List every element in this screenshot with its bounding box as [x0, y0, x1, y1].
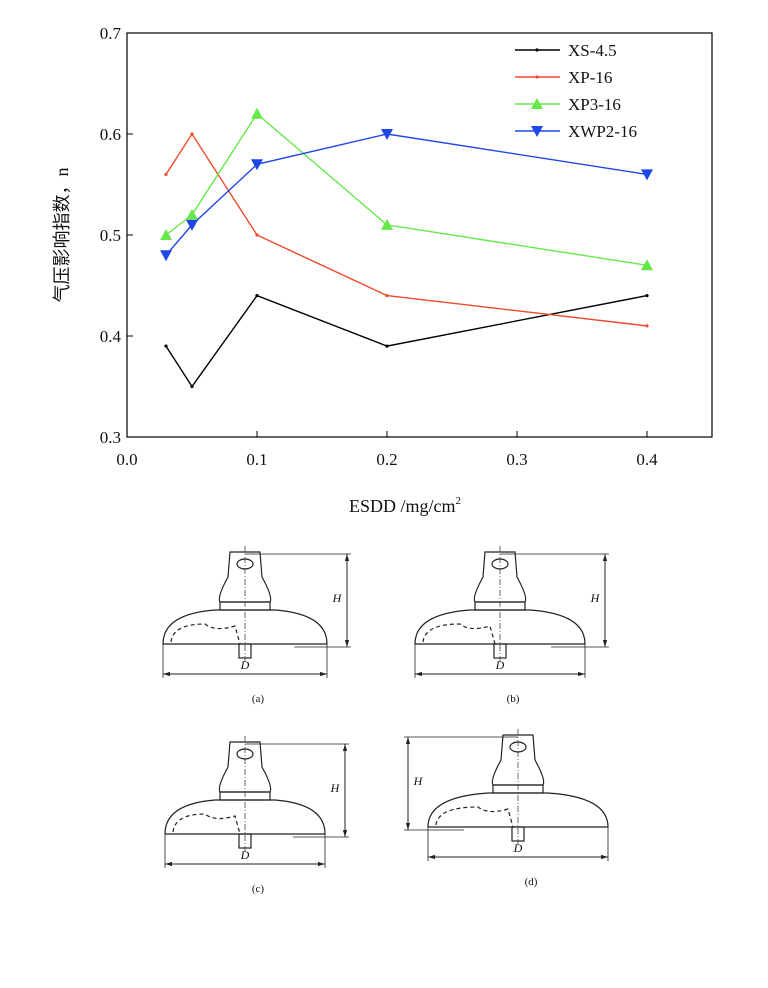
height-label: H	[332, 591, 343, 605]
marker	[251, 159, 263, 171]
panel-label: (c)	[252, 883, 265, 895]
marker	[190, 384, 194, 389]
x-tick-label: 0.0	[116, 450, 137, 469]
marker	[531, 98, 543, 109]
height-label: H	[330, 781, 341, 795]
insulator-shed	[162, 609, 328, 645]
insulator-ribs	[172, 813, 241, 835]
panel-label: (b)	[507, 693, 520, 705]
y-tick-label: 0.4	[100, 327, 122, 346]
series-line	[165, 133, 648, 256]
marker	[186, 208, 198, 220]
marker	[385, 294, 389, 298]
y-tick-label: 0.3	[100, 428, 121, 447]
x-axis-label-text: ESDD /mg/cm	[349, 496, 456, 516]
marker	[255, 233, 259, 237]
insulator-shed	[427, 792, 609, 828]
marker	[641, 169, 653, 181]
insulator-shed	[164, 799, 326, 835]
marker	[645, 294, 649, 298]
legend-label: XWP2-16	[568, 122, 637, 141]
plot-frame	[126, 32, 713, 438]
y-tick-label: 0.5	[100, 226, 121, 245]
panel-label: (a)	[252, 693, 265, 705]
y-axis-label: 气压影响指数，n	[52, 168, 72, 303]
x-tick-label: 0.4	[636, 450, 658, 469]
marker	[535, 75, 539, 79]
legend-label: XS-4.5	[568, 41, 617, 60]
x-tick-label: 0.1	[246, 450, 267, 469]
x-tick-label: 0.2	[376, 450, 397, 469]
y-tick-label: 0.6	[100, 125, 121, 144]
marker	[641, 259, 653, 271]
marker	[531, 126, 543, 137]
marker	[160, 229, 172, 240]
panel-label: (d)	[525, 876, 538, 888]
marker	[535, 48, 539, 52]
x-axis-label-sup: 2	[456, 495, 462, 507]
marker	[160, 250, 172, 262]
height-label: H	[590, 591, 601, 605]
legend-label: XP3-16	[568, 95, 621, 114]
height-label: H	[413, 774, 424, 788]
marker	[385, 344, 389, 348]
marker	[164, 344, 168, 348]
marker	[186, 219, 198, 231]
marker	[251, 107, 263, 119]
x-tick-label: 0.3	[506, 450, 527, 469]
marker	[381, 218, 393, 230]
diameter-label: D	[240, 658, 250, 672]
diameter-label: D	[513, 841, 523, 855]
marker	[645, 324, 649, 328]
diameter-label: D	[495, 658, 505, 672]
x-axis-label: ESDD /mg/cm2	[349, 495, 461, 516]
insulator-ribs	[435, 806, 514, 828]
marker	[190, 132, 194, 136]
marker	[381, 129, 393, 140]
insulator-shed	[414, 609, 586, 645]
series-line	[165, 294, 648, 388]
insulator-figures: H D (a) H D (b) H D (c) H D (d)	[162, 546, 609, 895]
legend-label: XP-16	[568, 68, 612, 87]
marker	[164, 172, 168, 176]
diameter-label: D	[240, 848, 250, 862]
insulator-ribs	[422, 623, 496, 645]
y-tick-label: 0.7	[100, 24, 122, 43]
marker	[255, 294, 259, 298]
insulator-ribs	[170, 623, 241, 645]
